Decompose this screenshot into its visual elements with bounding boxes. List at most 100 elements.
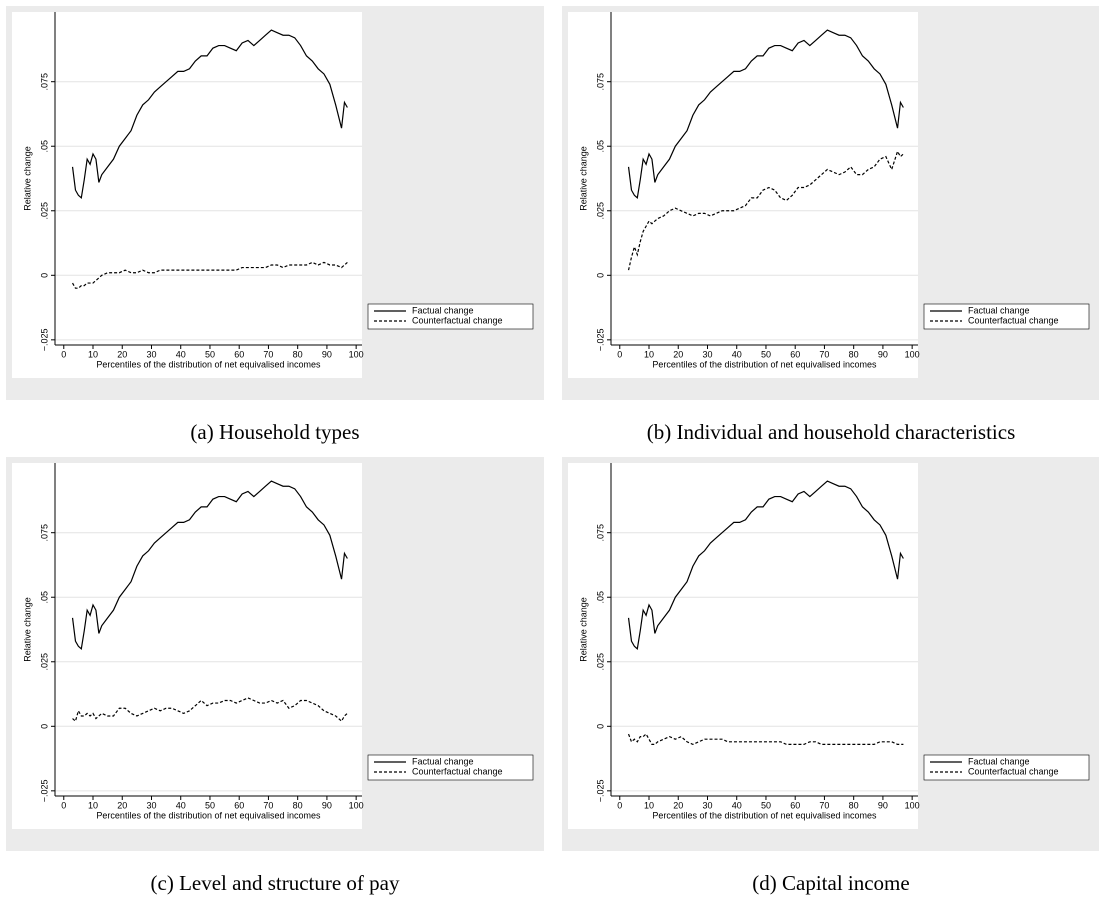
plot-region xyxy=(568,12,918,378)
x-tick-label: 20 xyxy=(117,349,127,359)
x-tick-label: 0 xyxy=(617,349,622,359)
x-tick-label: 80 xyxy=(293,800,303,810)
y-tick-label: −.025 xyxy=(595,328,605,351)
plot-region xyxy=(12,12,362,378)
x-tick-label: 30 xyxy=(702,349,712,359)
x-tick-label: 40 xyxy=(176,800,186,810)
y-axis-title: Relative change xyxy=(22,597,32,662)
x-tick-label: 70 xyxy=(819,349,829,359)
series-line xyxy=(627,480,904,651)
y-tick-label: .05 xyxy=(39,591,49,604)
x-tick-label: 10 xyxy=(644,349,654,359)
caption: (a) Household types xyxy=(190,420,359,444)
x-tick-label: 50 xyxy=(761,349,771,359)
x-tick-label: 80 xyxy=(849,800,859,810)
y-tick-label: .025 xyxy=(595,202,605,220)
legend-label: Factual change xyxy=(412,756,474,766)
y-tick-label: −.025 xyxy=(39,779,49,802)
x-tick-label: 10 xyxy=(644,800,654,810)
series-line xyxy=(627,149,904,271)
plot-region xyxy=(12,463,362,829)
x-tick-label: 30 xyxy=(146,349,156,359)
y-tick-label: .05 xyxy=(39,140,49,153)
y-tick-label: −.025 xyxy=(39,328,49,351)
x-tick-label: 20 xyxy=(673,800,683,810)
x-axis-title: Percentiles of the distribution of net e… xyxy=(652,359,877,369)
y-tick-label: −.025 xyxy=(595,779,605,802)
x-tick-label: 60 xyxy=(790,349,800,359)
x-tick-label: 80 xyxy=(293,349,303,359)
y-tick-label: .025 xyxy=(39,202,49,220)
series-line xyxy=(72,697,348,723)
x-tick-label: 50 xyxy=(205,800,215,810)
x-tick-label: 50 xyxy=(761,800,771,810)
x-tick-label: 70 xyxy=(263,800,273,810)
y-tick-label: .075 xyxy=(39,73,49,91)
series-line xyxy=(627,29,904,200)
x-tick-label: 10 xyxy=(88,349,98,359)
caption: (d) Capital income xyxy=(752,871,909,895)
legend-label: Factual change xyxy=(412,305,474,315)
x-tick-label: 90 xyxy=(322,800,332,810)
x-tick-label: 0 xyxy=(61,349,66,359)
legend-label: Counterfactual change xyxy=(412,315,503,325)
x-axis-title: Percentiles of the distribution of net e… xyxy=(96,810,321,820)
x-tick-label: 90 xyxy=(322,349,332,359)
x-tick-label: 100 xyxy=(905,800,920,810)
series-line xyxy=(71,480,348,651)
y-axis-title: Relative change xyxy=(22,146,32,211)
x-tick-label: 20 xyxy=(673,349,683,359)
legend-box xyxy=(367,303,534,330)
caption: (c) Level and structure of pay xyxy=(151,871,400,895)
x-tick-label: 60 xyxy=(234,349,244,359)
y-tick-label: 0 xyxy=(595,724,605,729)
legend-label: Counterfactual change xyxy=(968,766,1059,776)
x-tick-label: 40 xyxy=(176,349,186,359)
x-tick-label: 70 xyxy=(263,349,273,359)
legend-label: Counterfactual change xyxy=(412,766,503,776)
x-axis-title: Percentiles of the distribution of net e… xyxy=(96,359,321,369)
x-tick-label: 70 xyxy=(819,800,829,810)
x-tick-label: 30 xyxy=(146,800,156,810)
y-tick-label: 0 xyxy=(39,273,49,278)
caption: (b) Individual and household characteris… xyxy=(647,420,1016,444)
legend-box xyxy=(923,754,1090,781)
y-tick-label: .075 xyxy=(595,73,605,91)
x-tick-label: 10 xyxy=(88,800,98,810)
y-tick-label: 0 xyxy=(39,724,49,729)
y-axis-title: Relative change xyxy=(578,597,588,662)
x-tick-label: 40 xyxy=(732,800,742,810)
x-tick-label: 60 xyxy=(234,800,244,810)
x-tick-label: 100 xyxy=(349,349,364,359)
legend-label: Factual change xyxy=(968,305,1030,315)
y-tick-label: .075 xyxy=(39,524,49,542)
y-axis-title: Relative change xyxy=(578,146,588,211)
y-tick-label: .075 xyxy=(595,524,605,542)
x-tick-label: 30 xyxy=(702,800,712,810)
y-tick-label: .025 xyxy=(39,653,49,671)
legend-label: Factual change xyxy=(968,756,1030,766)
legend-box xyxy=(367,754,534,781)
x-axis-title: Percentiles of the distribution of net e… xyxy=(652,810,877,820)
legend-label: Counterfactual change xyxy=(968,315,1059,325)
x-tick-label: 90 xyxy=(878,800,888,810)
x-tick-label: 60 xyxy=(790,800,800,810)
x-tick-label: 100 xyxy=(905,349,920,359)
x-tick-label: 0 xyxy=(61,800,66,810)
plot-region xyxy=(568,463,918,829)
series-line xyxy=(71,29,348,200)
x-tick-label: 0 xyxy=(617,800,622,810)
y-tick-label: 0 xyxy=(595,273,605,278)
x-tick-label: 20 xyxy=(117,800,127,810)
series-line xyxy=(72,261,348,289)
x-tick-label: 80 xyxy=(849,349,859,359)
y-tick-label: .05 xyxy=(595,591,605,604)
legend-box xyxy=(923,303,1090,330)
x-tick-label: 50 xyxy=(205,349,215,359)
y-tick-label: .05 xyxy=(595,140,605,153)
x-tick-label: 40 xyxy=(732,349,742,359)
y-tick-label: .025 xyxy=(595,653,605,671)
x-tick-label: 100 xyxy=(349,800,364,810)
